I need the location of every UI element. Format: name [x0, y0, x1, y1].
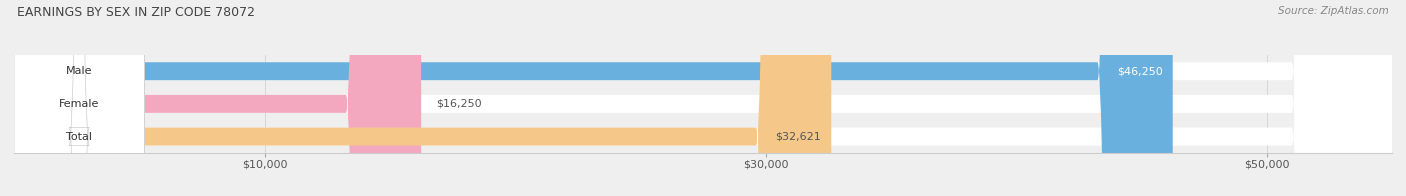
- Text: $32,621: $32,621: [776, 132, 821, 142]
- FancyBboxPatch shape: [14, 0, 145, 196]
- FancyBboxPatch shape: [14, 0, 145, 196]
- FancyBboxPatch shape: [14, 0, 145, 196]
- FancyBboxPatch shape: [14, 0, 1392, 196]
- Text: Source: ZipAtlas.com: Source: ZipAtlas.com: [1278, 6, 1389, 16]
- FancyBboxPatch shape: [14, 0, 1392, 196]
- Text: Total: Total: [66, 132, 93, 142]
- Text: $46,250: $46,250: [1116, 66, 1163, 76]
- Text: Male: Male: [66, 66, 93, 76]
- FancyBboxPatch shape: [14, 0, 1173, 196]
- Text: Female: Female: [59, 99, 100, 109]
- FancyBboxPatch shape: [14, 0, 1392, 196]
- Text: $16,250: $16,250: [436, 99, 482, 109]
- Text: EARNINGS BY SEX IN ZIP CODE 78072: EARNINGS BY SEX IN ZIP CODE 78072: [17, 6, 254, 19]
- FancyBboxPatch shape: [14, 0, 831, 196]
- FancyBboxPatch shape: [14, 0, 422, 196]
